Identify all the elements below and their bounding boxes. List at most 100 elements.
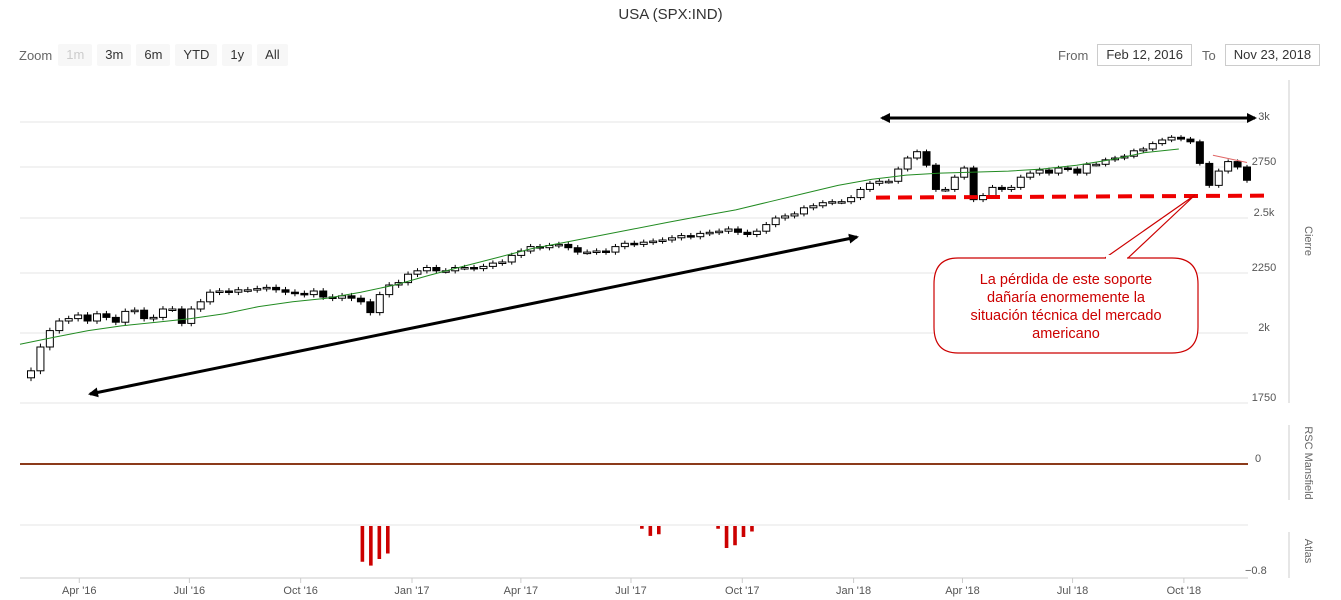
candle [432,267,441,272]
candle [1007,186,1016,190]
zoom-3m-button[interactable]: 3m [97,44,132,66]
candle [224,290,233,293]
candle [1073,168,1082,174]
candle [658,239,667,242]
atlas-bar [724,526,729,548]
to-label: To [1202,47,1216,63]
candle [762,224,771,232]
candle [1195,141,1204,164]
candle [677,235,686,239]
candle [1082,163,1091,174]
candle [686,235,695,238]
candle [1045,169,1054,174]
candle [1167,136,1176,141]
atlas-bars [360,526,754,566]
candle [281,289,290,293]
x-tick-label: Jan '18 [836,585,871,597]
candle [884,180,893,184]
candle [196,301,205,310]
candle [894,168,903,182]
candle [347,295,356,299]
candle [1205,162,1214,186]
candle [818,202,827,207]
candle [479,265,488,270]
annotation-line-2: dañaría enormemente la [987,290,1146,306]
candle [290,291,299,295]
chart-title: USA (SPX:IND) [618,6,723,23]
candle [941,188,950,192]
candle [27,370,35,379]
candle [809,205,818,209]
candle [715,230,724,234]
candle [111,316,120,323]
support-line [875,193,1271,200]
zoom-all-button[interactable]: All [257,44,288,66]
candle [507,254,516,263]
x-tick-label: Jul '16 [174,585,205,597]
candle [620,242,629,248]
candle [969,167,978,201]
candle [92,313,101,322]
price-tick-label: 3k [1258,111,1270,123]
atlas-bar [385,526,390,554]
x-tick-label: Apr '16 [62,585,97,597]
candle [837,201,846,204]
candle [36,346,45,372]
candle [847,197,856,203]
price-tick-label: 2.5k [1254,207,1275,219]
price-axis-title: Cierre [1302,226,1314,256]
x-tick-label: Apr '17 [504,585,539,597]
zoom-ytd-button[interactable]: YTD [175,44,218,66]
candle [705,231,714,235]
candle [1177,136,1186,140]
atlas-bar [648,526,653,536]
candle [300,292,309,296]
candle [64,318,73,322]
candle [781,215,790,219]
candle [422,267,431,272]
candle [140,309,149,320]
atlas-bar [750,526,754,532]
atlas-bar [360,526,365,562]
candle [1016,176,1025,188]
candle [488,262,497,267]
price-tick-label: 2250 [1252,262,1276,274]
zoom-6m-button[interactable]: 6m [136,44,171,66]
candle [215,290,224,293]
candle [913,151,922,159]
atlas-bar [640,526,644,529]
candle [865,182,874,190]
candle [253,288,262,291]
trend-arrow [88,233,859,398]
candle [272,286,281,291]
candle [366,301,375,314]
atlas-tick-min: −0.8 [1245,565,1267,577]
candle [903,157,912,170]
candle [997,186,1006,190]
candle [177,308,186,324]
candle [724,228,733,232]
atlas-bar [369,526,373,566]
candle [856,188,865,199]
x-tick-label: Oct '18 [1167,585,1202,597]
atlas-bar [377,526,382,559]
candle [102,313,111,318]
candle [696,232,705,238]
zoom-1m-button[interactable]: 1m [58,44,93,66]
candle [121,310,130,323]
candle [158,308,167,318]
atlas-bar [733,526,737,546]
zoom-label: Zoom [19,47,53,63]
time-axis: Apr '16 Jul '16 Oct '16 Jan '17 Apr '17 Jul '… [20,577,1248,597]
candle [602,250,611,253]
candle [1158,139,1167,145]
candle [1243,166,1251,181]
zoom-1y-button[interactable]: 1y [222,44,253,66]
candle [583,251,592,255]
candle [649,240,658,244]
candle [1026,172,1035,178]
candle [1224,161,1233,172]
from-date-input[interactable]: Feb 12, 2016 [1097,44,1192,66]
to-date-input[interactable]: Nov 23, 2018 [1224,44,1321,66]
candle [667,237,676,241]
